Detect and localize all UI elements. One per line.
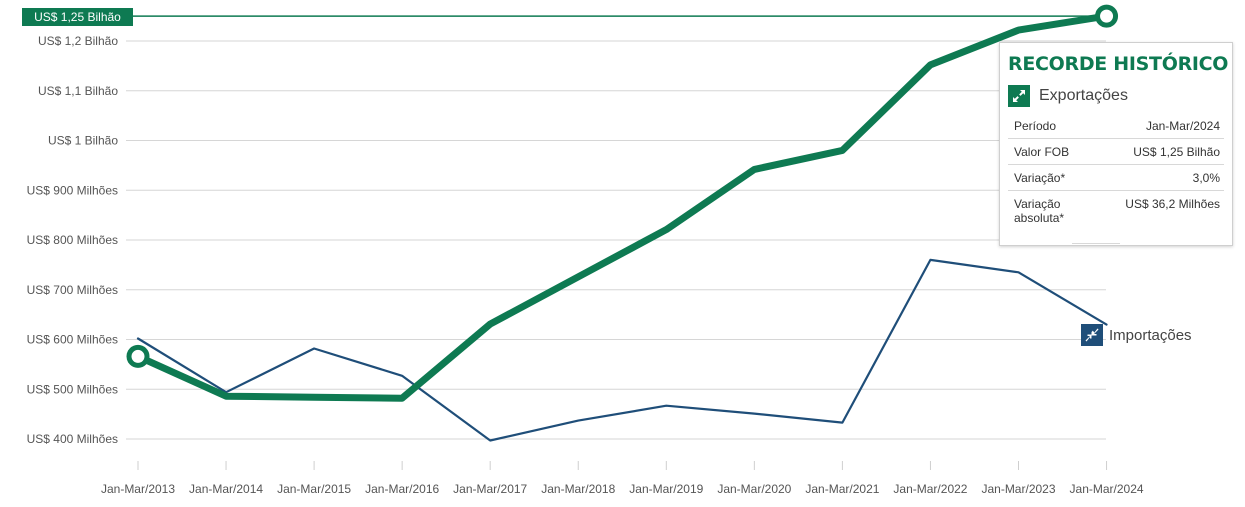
callout-title: RECORDE HISTÓRICO <box>1008 53 1229 75</box>
y-tick-label: US$ 800 Milhões <box>27 233 118 247</box>
imports-label-text: Importações <box>1109 326 1192 344</box>
callout-row: Variação* 3,0% <box>1008 164 1224 191</box>
exports-series-line <box>134 12 1110 402</box>
callout-row-label: Variação* <box>1008 164 1110 191</box>
x-tick-label: Jan-Mar/2014 <box>189 482 263 496</box>
x-axis: Jan-Mar/2013 Jan-Mar/2014 Jan-Mar/2015 Jan-… <box>101 461 1144 496</box>
callout-row: Variação absoluta* US$ 36,2 Milhões <box>1008 191 1224 231</box>
series-layer <box>134 12 1110 442</box>
imports-series-label[interactable]: Importações <box>1081 324 1192 346</box>
callout-row-label: Variação absoluta* <box>1014 197 1065 225</box>
x-tick-label: Jan-Mar/2016 <box>365 482 439 496</box>
callout-row-label: Período <box>1008 113 1110 139</box>
x-tick-label: Jan-Mar/2013 <box>101 482 175 496</box>
x-tick-label: Jan-Mar/2022 <box>893 482 967 496</box>
exports-point-marker <box>126 344 150 368</box>
x-tick-label: Jan-Mar/2019 <box>629 482 703 496</box>
markers-layer <box>126 4 1119 368</box>
x-tick-label: Jan-Mar/2023 <box>981 482 1055 496</box>
y-tick-label: US$ 1,1 Bilhão <box>38 84 118 98</box>
y-tick-label: US$ 400 Milhões <box>27 432 118 446</box>
callout-row: Valor FOB US$ 1,25 Bilhão <box>1008 138 1224 165</box>
y-tick-label: US$ 700 Milhões <box>27 283 118 297</box>
y-tick-label: US$ 1,2 Bilhão <box>38 34 118 48</box>
callout-series-label: Exportações <box>1039 87 1128 104</box>
imports-series-line <box>136 258 1108 442</box>
grid-layer <box>126 15 1107 440</box>
y-axis: US$ 400 Milhões US$ 500 Milhões US$ 600 Mi… <box>27 34 119 446</box>
callout-table: Período Jan-Mar/2024 Valor FOB US$ 1,25 … <box>1008 113 1224 230</box>
y-tick-label: US$ 1 Bilhão <box>48 134 118 148</box>
x-tick-label: Jan-Mar/2024 <box>1070 482 1144 496</box>
record-value-badge: US$ 1,25 Bilhão <box>22 8 133 26</box>
x-tick-label: Jan-Mar/2017 <box>453 482 527 496</box>
callout-row-value: 3,0% <box>1110 164 1224 191</box>
callout-row-value: US$ 1,25 Bilhão <box>1110 138 1224 165</box>
x-tick-label: Jan-Mar/2015 <box>277 482 351 496</box>
x-tick-label: Jan-Mar/2018 <box>541 482 615 496</box>
exports-point-marker <box>1095 4 1119 28</box>
compress-arrows-icon <box>1081 324 1103 346</box>
callout-row-value: US$ 36,2 Milhões <box>1125 197 1220 211</box>
expand-arrows-icon <box>1008 85 1030 107</box>
y-tick-label: US$ 600 Milhões <box>27 333 118 347</box>
y-tick-label: US$ 500 Milhões <box>27 382 118 396</box>
x-tick-label: Jan-Mar/2020 <box>717 482 791 496</box>
record-callout: RECORDE HISTÓRICO Exportações Período Ja… <box>999 42 1233 246</box>
x-tick-label: Jan-Mar/2021 <box>805 482 879 496</box>
y-tick-label: US$ 900 Milhões <box>27 183 118 197</box>
callout-row-value: Jan-Mar/2024 <box>1110 113 1224 139</box>
callout-divider <box>1072 243 1120 244</box>
callout-series-header: Exportações <box>1008 85 1224 107</box>
callout-row-label: Valor FOB <box>1008 138 1110 165</box>
callout-row: Período Jan-Mar/2024 <box>1008 113 1224 139</box>
